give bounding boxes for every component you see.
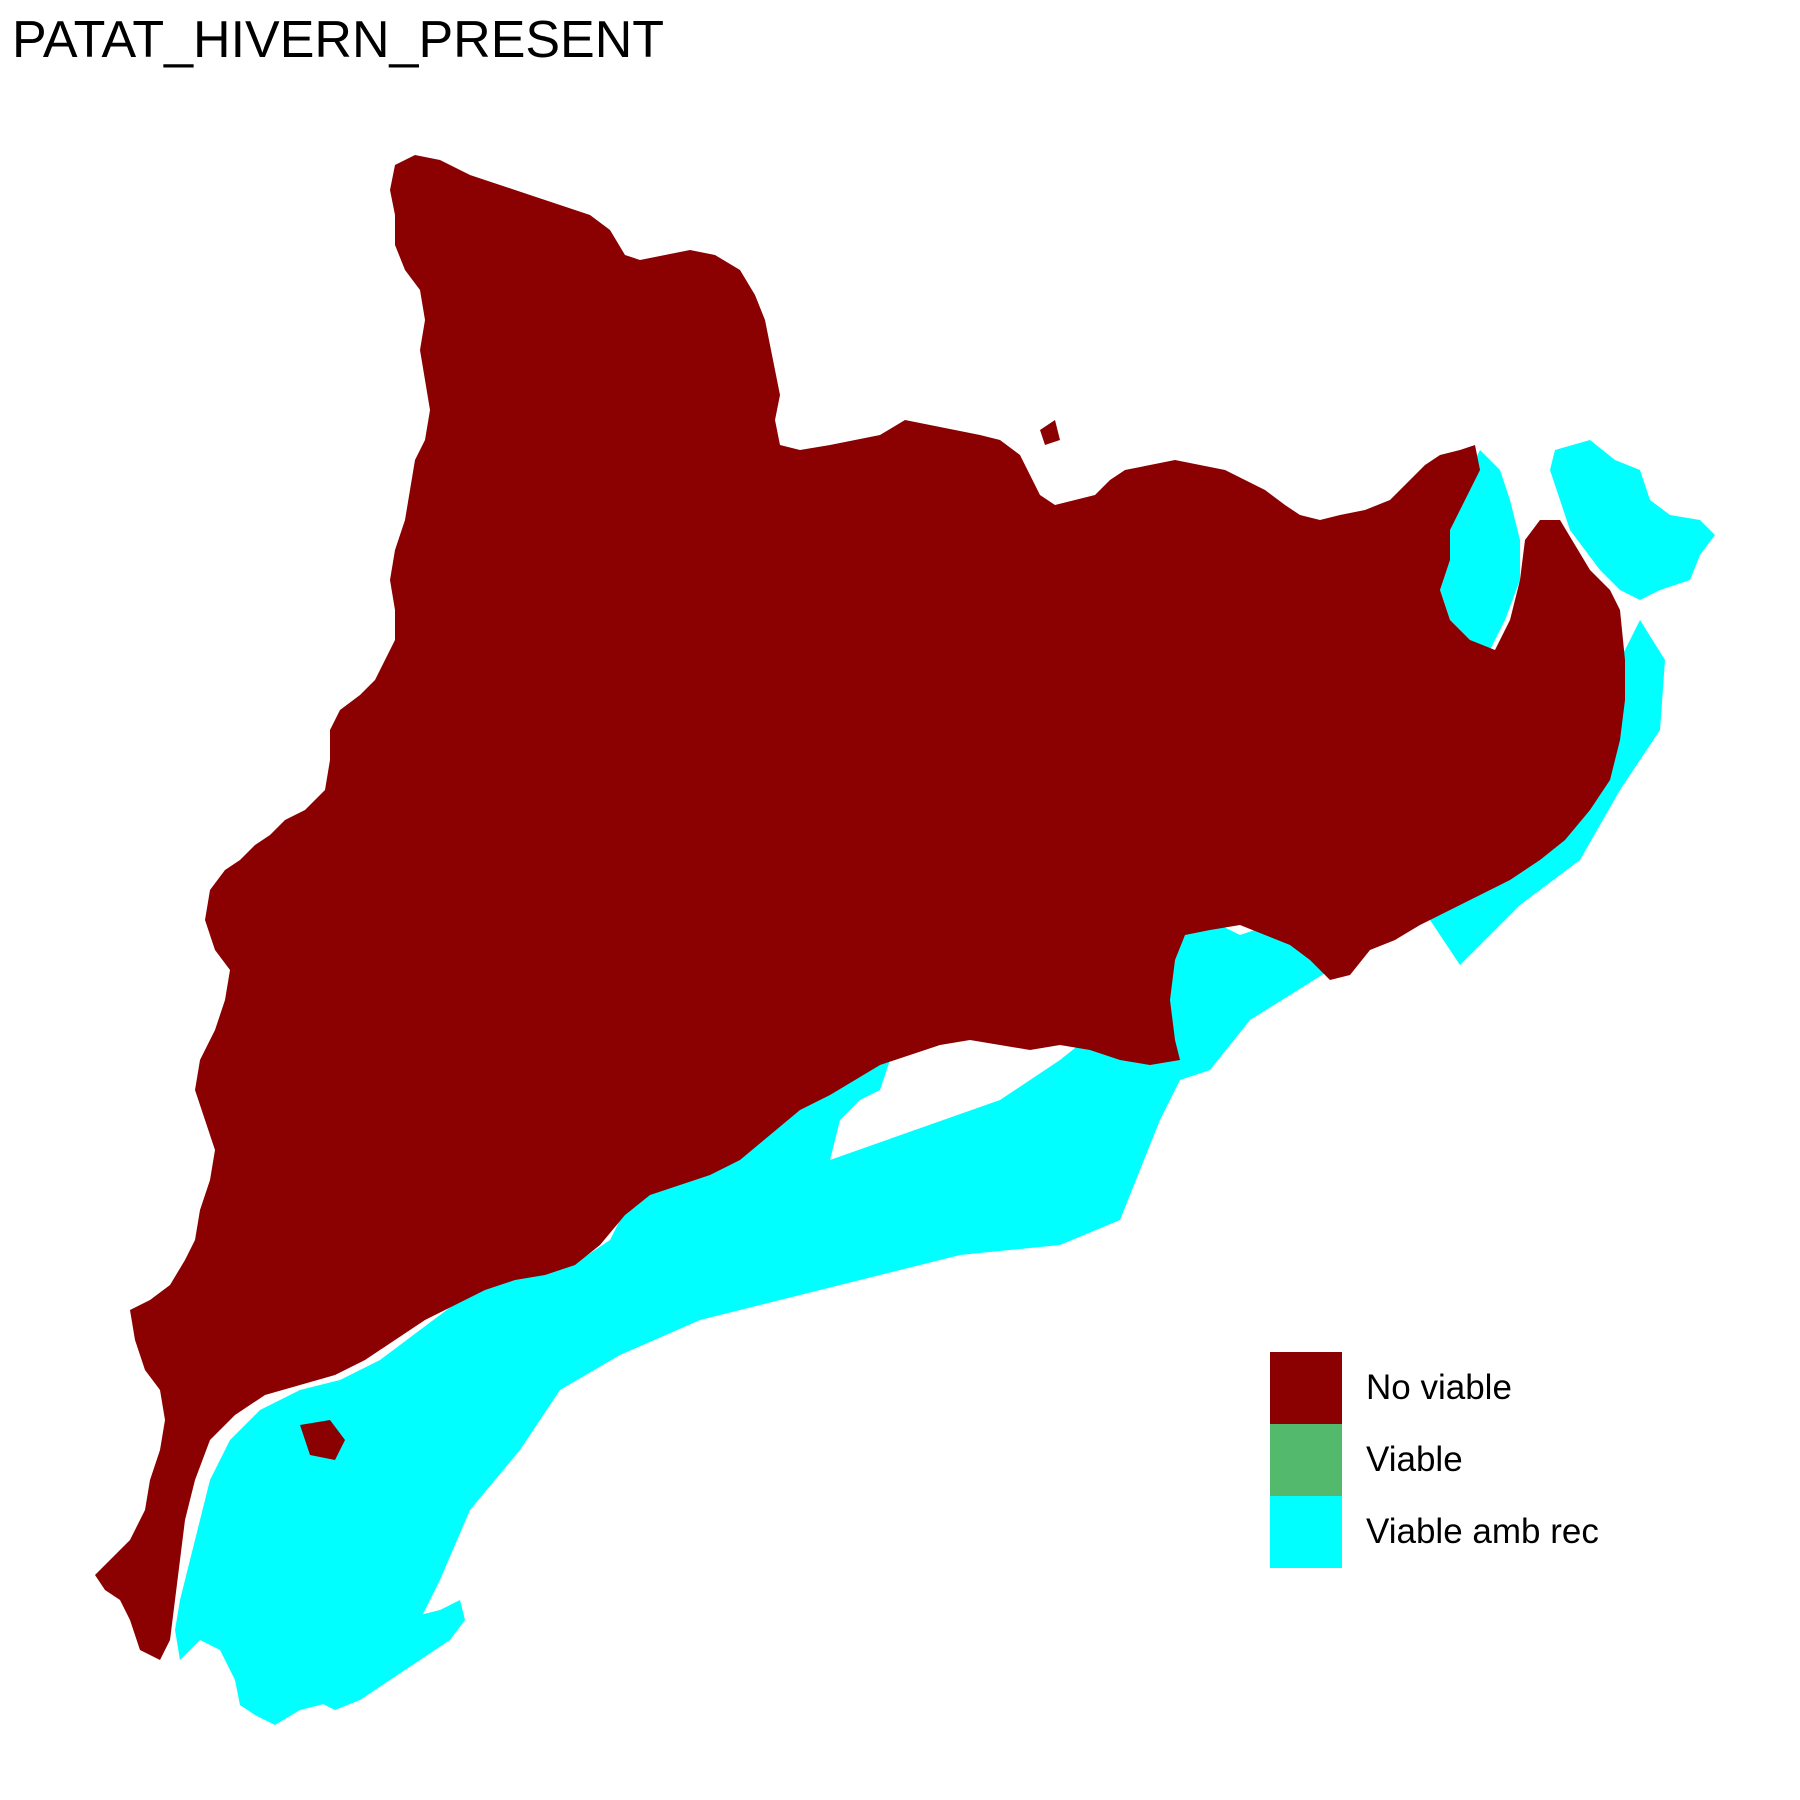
legend-label-viable: Viable — [1366, 1440, 1463, 1479]
legend-swatch-viable-amb-rec — [1270, 1496, 1342, 1568]
legend-item-viable: Viable — [1270, 1424, 1599, 1496]
region-no-viable-islet — [1040, 420, 1060, 445]
region-viable-amb-rec-coast — [175, 620, 1665, 1725]
region-viable-amb-rec-delta — [310, 1600, 465, 1710]
legend-item-viable-amb-rec: Viable amb rec — [1270, 1496, 1599, 1568]
legend-label-viable-amb-rec: Viable amb rec — [1366, 1512, 1599, 1551]
legend-label-no-viable: No viable — [1366, 1368, 1512, 1407]
legend-swatch-viable — [1270, 1424, 1342, 1496]
region-no-viable-pocket — [300, 1420, 345, 1460]
region-viable-amb-rec-spit — [385, 1560, 420, 1600]
region-viable-amb-rec-northeast — [1550, 440, 1715, 600]
region-no-viable — [95, 155, 1625, 1660]
legend: No viable Viable Viable amb rec — [1270, 1352, 1599, 1568]
legend-item-no-viable: No viable — [1270, 1352, 1599, 1424]
map-title: PATAT_HIVERN_PRESENT — [12, 11, 665, 69]
legend-swatch-no-viable — [1270, 1352, 1342, 1424]
